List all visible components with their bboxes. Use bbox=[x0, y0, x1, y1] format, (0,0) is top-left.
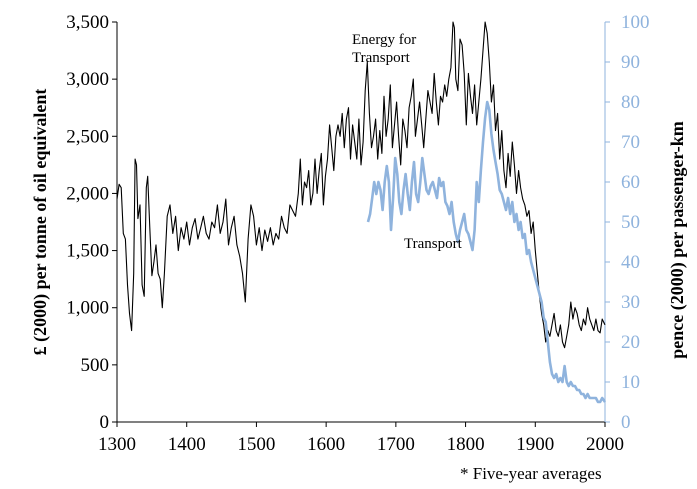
plot-area: 0 500 1,000 1,500 2,000 2,500 3,000 3,500 0 10 20 3… bbox=[66, 12, 649, 455]
x-tick-label: 1600 bbox=[307, 434, 345, 455]
right-axis-label: pence (2000) per passenger-km bbox=[667, 121, 688, 358]
right-tick-label: 70 bbox=[621, 132, 640, 153]
left-tick-label: 0 bbox=[100, 412, 110, 433]
right-tick-label: 0 bbox=[621, 412, 631, 433]
x-tick-label: 1700 bbox=[377, 434, 415, 455]
left-tick-label: 1,500 bbox=[66, 241, 109, 262]
right-tick-label: 30 bbox=[621, 292, 640, 313]
left-tick-label: 2,000 bbox=[66, 183, 109, 204]
left-tick-label: 3,500 bbox=[66, 12, 109, 33]
left-tick-label: 3,000 bbox=[66, 69, 109, 90]
x-tick-label: 1900 bbox=[516, 434, 554, 455]
right-tick-label: 20 bbox=[621, 332, 640, 353]
x-tick-label: 1400 bbox=[168, 434, 206, 455]
right-tick-label: 40 bbox=[621, 252, 640, 273]
right-tick-label: 90 bbox=[621, 52, 640, 73]
left-axis-label: £ (2000) per tonne of oil equivalent bbox=[30, 89, 51, 356]
right-tick-label: 80 bbox=[621, 92, 640, 113]
x-tick-label: 1300 bbox=[98, 434, 136, 455]
left-tick-label: 500 bbox=[81, 355, 110, 376]
footnote: * Five-year averages bbox=[460, 464, 602, 483]
x-tick-label: 1800 bbox=[447, 434, 485, 455]
energy-series-line bbox=[116, 21, 606, 349]
energy-annotation-line1: Energy for bbox=[352, 32, 416, 48]
right-tick-label: 60 bbox=[621, 172, 640, 193]
left-tick-label: 1,000 bbox=[66, 298, 109, 319]
left-tick-label: 2,500 bbox=[66, 126, 109, 147]
right-tick-label: 10 bbox=[621, 372, 640, 393]
transport-annotation: Transport bbox=[404, 236, 463, 252]
x-tick-label: 1500 bbox=[237, 434, 275, 455]
right-tick-label: 50 bbox=[621, 212, 640, 233]
x-tick-label: 2000 bbox=[586, 434, 624, 455]
right-tick-label: 100 bbox=[621, 12, 650, 33]
transport-series-line bbox=[366, 100, 607, 404]
energy-annotation-line2: Transport bbox=[352, 50, 411, 66]
